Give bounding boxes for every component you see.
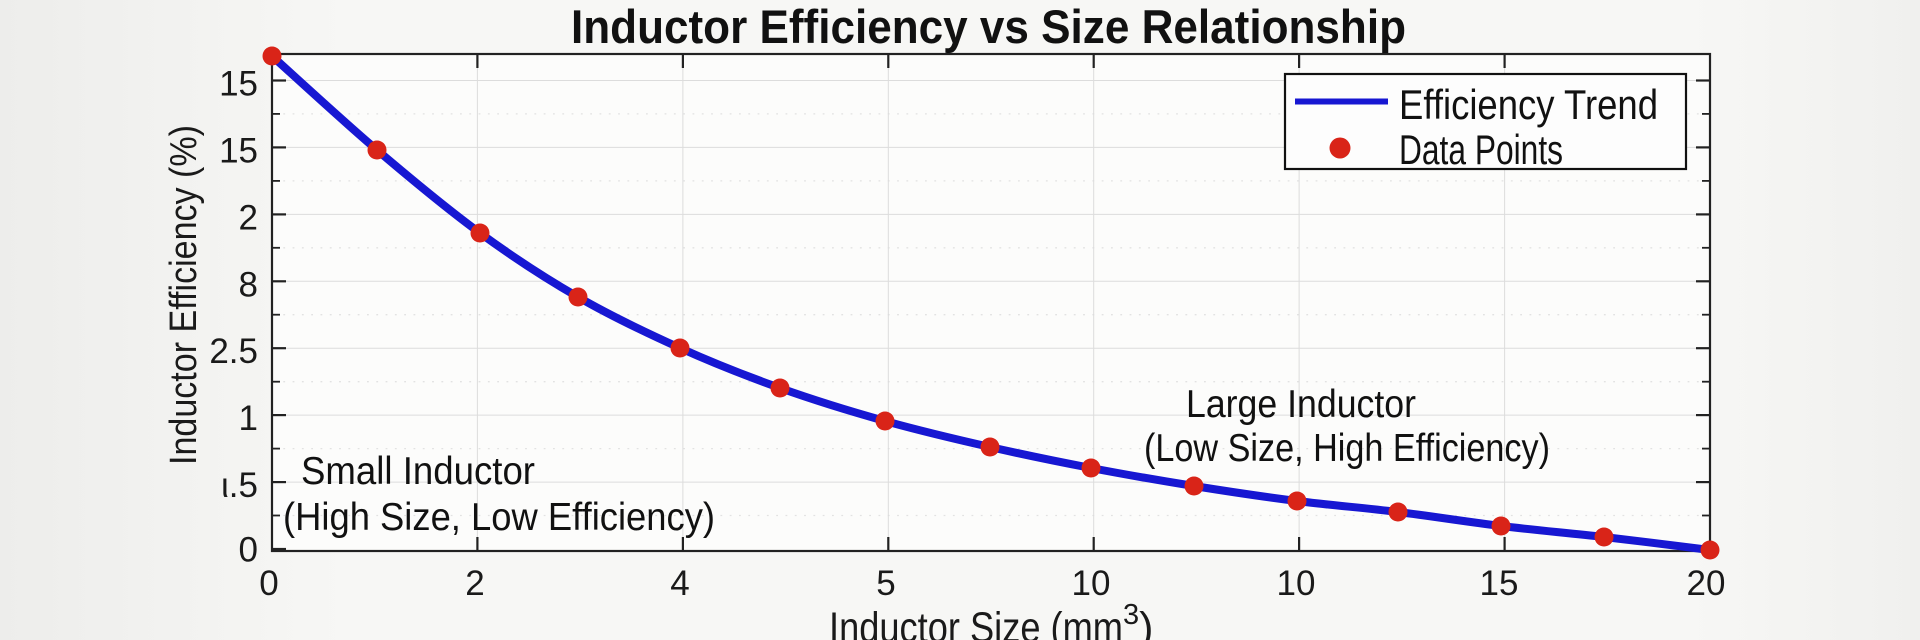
svg-text:5: 5 xyxy=(876,564,895,603)
svg-text:15: 15 xyxy=(1480,564,1519,603)
svg-text:0: 0 xyxy=(259,564,278,603)
svg-text:2.5: 2.5 xyxy=(209,332,258,371)
svg-text:Inductor Size (mm3): Inductor Size (mm3) xyxy=(829,599,1153,640)
svg-text:10: 10 xyxy=(1277,564,1316,603)
svg-text:2: 2 xyxy=(465,564,484,603)
svg-text:8: 8 xyxy=(239,265,258,304)
svg-text:0: 0 xyxy=(239,531,258,570)
svg-text:Efficiency Trend: Efficiency Trend xyxy=(1399,81,1658,128)
svg-text:Large Inductor: Large Inductor xyxy=(1186,383,1416,426)
svg-text:ι.5: ι.5 xyxy=(221,466,258,505)
svg-text:1: 1 xyxy=(239,399,258,438)
svg-text:Small Inductor: Small Inductor xyxy=(301,450,535,493)
svg-text:Inductor Efficiency vs Size Re: Inductor Efficiency vs Size Relationship xyxy=(571,0,1406,53)
svg-text:Data Points: Data Points xyxy=(1399,126,1563,173)
svg-text:15: 15 xyxy=(219,131,258,170)
svg-text:Inductor Efficiency (%): Inductor Efficiency (%) xyxy=(163,125,205,465)
svg-text:(High Size, Low Efficiency): (High Size, Low Efficiency) xyxy=(283,496,715,539)
svg-text:15: 15 xyxy=(219,65,258,104)
svg-text:10: 10 xyxy=(1072,564,1111,603)
svg-text:20: 20 xyxy=(1687,564,1726,603)
svg-text:2: 2 xyxy=(239,198,258,237)
svg-text:4: 4 xyxy=(670,564,689,603)
svg-text:(Low Size, High Efficiency): (Low Size, High Efficiency) xyxy=(1144,427,1550,470)
